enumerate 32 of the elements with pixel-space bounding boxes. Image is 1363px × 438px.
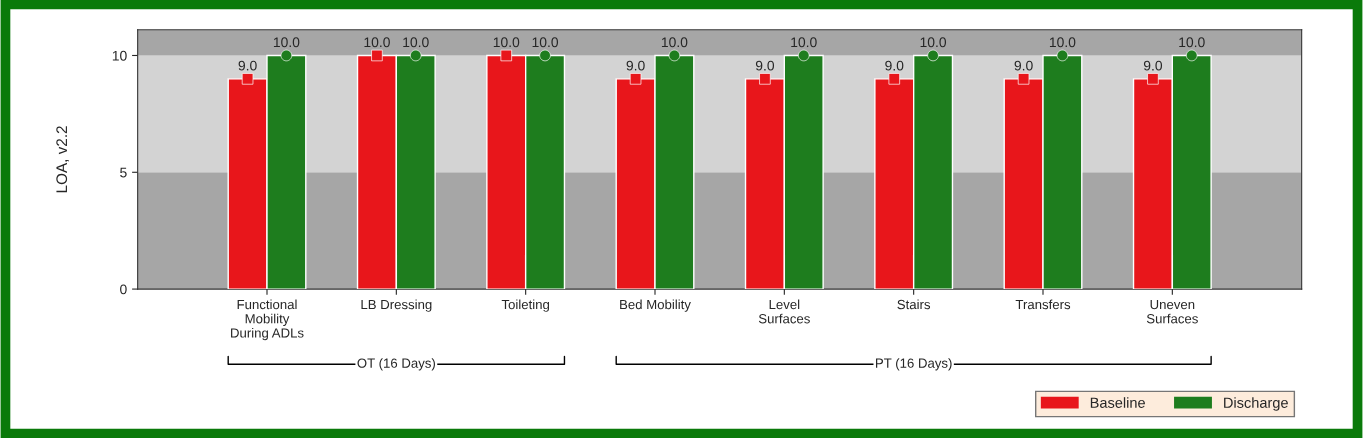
data-label: 10.0 <box>403 37 429 48</box>
x-tick-label: Uneven Surfaces <box>1146 299 1198 324</box>
x-tick-label: Functional Mobility During ADLs <box>231 299 304 341</box>
data-label: 9.0 <box>1014 60 1033 71</box>
x-tick-label: Bed Mobility <box>620 299 691 312</box>
y-tick-label: 0 <box>120 284 127 295</box>
data-label: 10.0 <box>1179 37 1205 48</box>
data-label: 10.0 <box>920 37 947 48</box>
data-label: 10.0 <box>532 37 559 48</box>
y-tick-label: 10 <box>112 50 127 61</box>
text: OT (16 Days) <box>357 358 435 371</box>
text: PT (16 Days) <box>876 358 952 371</box>
data-label: 9.0 <box>626 60 645 71</box>
data-label: 9.0 <box>755 60 775 71</box>
x-tick-label: Transfers <box>1015 299 1071 310</box>
legend-label: Discharge <box>1224 397 1288 411</box>
y-axis-title: LOA, v2.2 <box>56 126 69 193</box>
x-tick-label: Level Surfaces <box>758 299 810 324</box>
x-tick-label: Toileting <box>501 299 550 312</box>
x-tick-label: LB Dressing <box>361 299 432 312</box>
data-label: 10.0 <box>661 37 688 48</box>
data-label: 9.0 <box>885 60 904 71</box>
data-label: 9.0 <box>238 60 257 71</box>
legend-label: Baseline <box>1090 397 1145 408</box>
y-tick-label: 5 <box>120 167 127 178</box>
data-label: 10.0 <box>493 37 520 48</box>
data-label: 10.0 <box>364 37 390 48</box>
data-label: 10.0 <box>791 37 817 48</box>
data-label: 9.0 <box>1143 60 1163 71</box>
x-tick-label: Stairs <box>897 299 931 310</box>
data-label: 10.0 <box>1049 37 1076 48</box>
data-label: 10.0 <box>273 37 300 48</box>
